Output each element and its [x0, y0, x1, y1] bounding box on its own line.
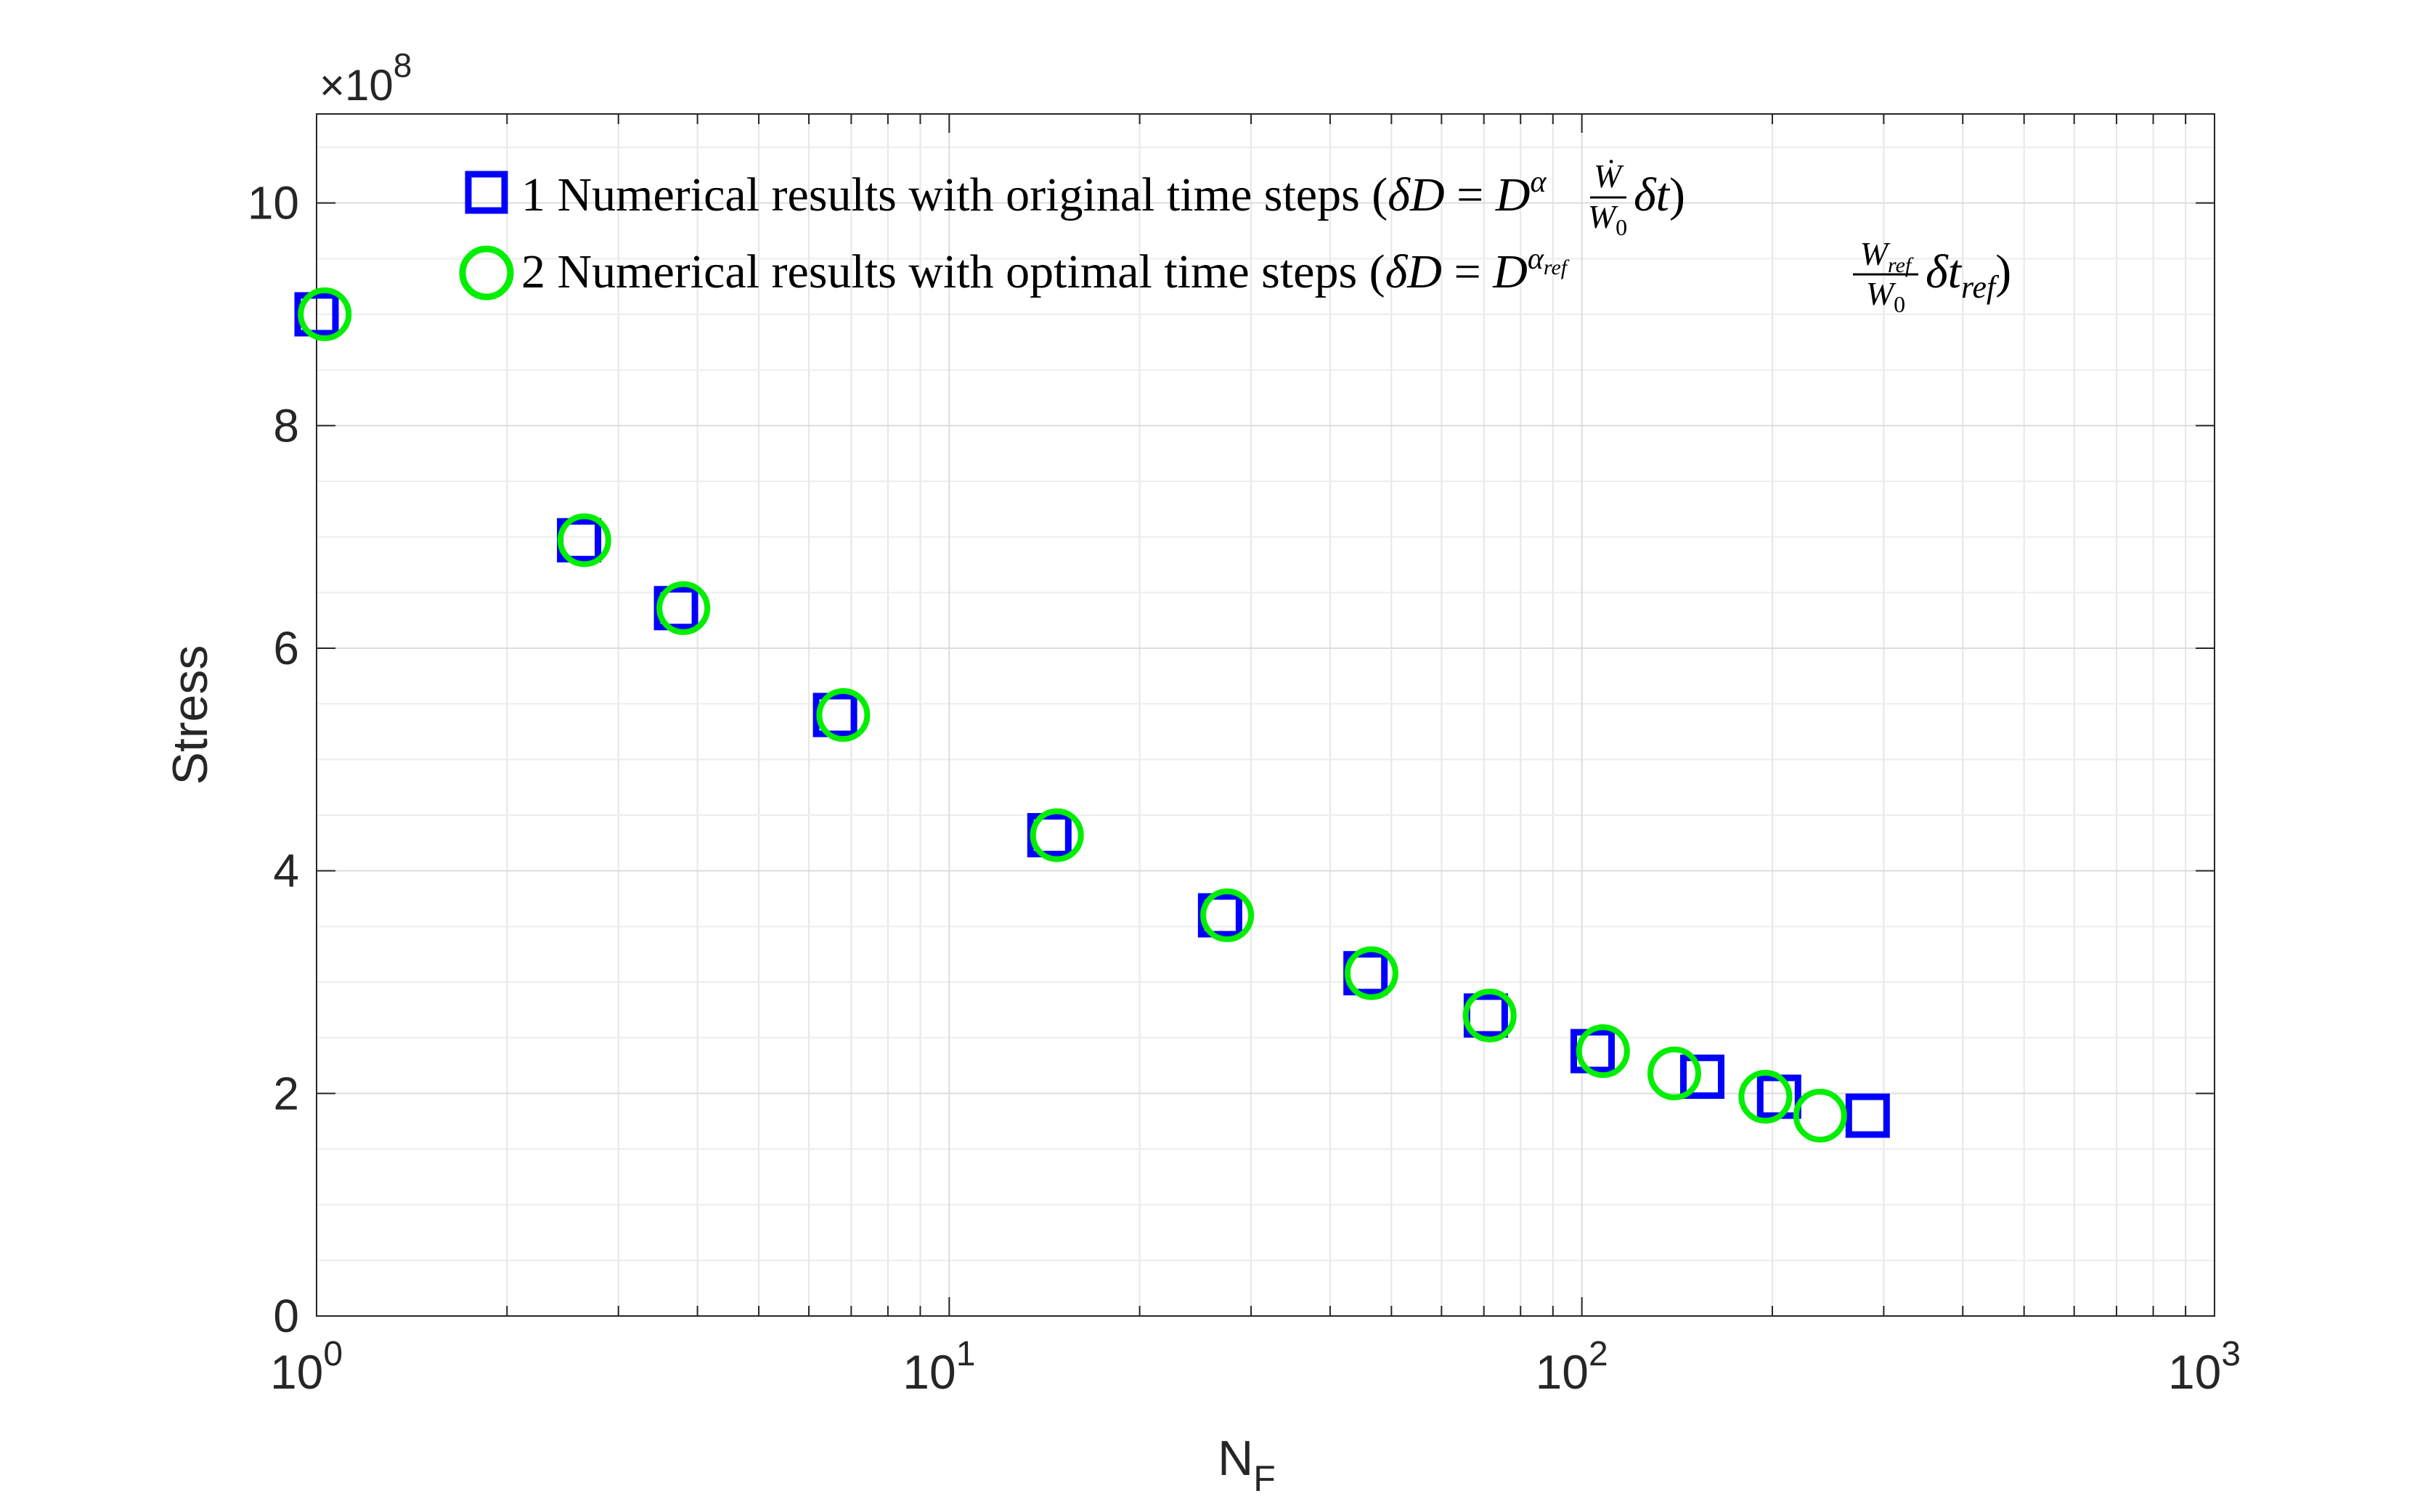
- axes-box: [316, 113, 2215, 1317]
- x-tick-label-base: 10: [2168, 1345, 2221, 1399]
- legend-2-tail: δtref): [1926, 245, 2011, 305]
- y-tick-label: 4: [273, 845, 299, 897]
- data-point-square: [812, 692, 857, 737]
- y-tick-label: 0: [273, 1290, 299, 1342]
- x-tick-label: 100: [270, 1335, 343, 1399]
- y-tick-label: 2: [273, 1067, 299, 1119]
- data-point-circle: [1200, 888, 1255, 942]
- y-exponent: ×108: [319, 46, 412, 110]
- legend: 1 Numerical results with original time s…: [459, 158, 2011, 317]
- data-point-circle: [1030, 808, 1084, 862]
- y-tick-label: 10: [248, 177, 299, 229]
- x-tick-label: 103: [2168, 1335, 2241, 1399]
- x-tick-label-base: 10: [903, 1345, 956, 1399]
- x-axis-title-main: N: [1218, 1431, 1253, 1486]
- x-tick-label: 102: [1536, 1335, 1608, 1399]
- data-point-circle: [1647, 1046, 1701, 1100]
- y-tick-label: 8: [273, 399, 299, 451]
- data-point-circle: [656, 581, 711, 635]
- data-point-circle: [298, 287, 352, 341]
- y-axis-title: Stress: [163, 645, 218, 785]
- legend-circle-marker: [459, 245, 514, 301]
- x-tick-label-power: 2: [1589, 1335, 1608, 1373]
- minor-grid: [317, 114, 2215, 1316]
- data-point-square: [294, 292, 339, 337]
- x-tick-label-base: 10: [1536, 1345, 1589, 1399]
- data-point-circle: [1344, 946, 1398, 1000]
- legend-item-1: 1 Numerical results with original time s…: [521, 165, 1547, 221]
- data-point-circle: [816, 688, 871, 742]
- x-tick-label-power: 1: [956, 1335, 976, 1373]
- legend-label-2: 2 Numerical results with optimal time st…: [521, 245, 1357, 298]
- legend-label-1: 1 Numerical results with original time s…: [521, 168, 1360, 221]
- data-point-square: [1845, 1093, 1890, 1138]
- data-point-circle: [1576, 1024, 1630, 1079]
- y-exponent-power: 8: [394, 46, 412, 84]
- x-axis-title-subscript: F: [1253, 1458, 1276, 1499]
- data-point-circle: [1738, 1069, 1793, 1124]
- data-point-square: [1680, 1054, 1725, 1099]
- x-tick-label-power: 0: [323, 1335, 343, 1373]
- y-exponent-base: 10: [345, 61, 394, 110]
- y-exponent-times: ×: [319, 61, 345, 110]
- legend-item-2: 2 Numerical results with optimal time st…: [521, 242, 1570, 298]
- y-tick-labels: 0 2 4 6 8 10: [248, 177, 299, 1342]
- legend-1-frac-num: Ẇ: [1594, 158, 1624, 195]
- x-tick-label-base: 10: [270, 1345, 323, 1399]
- x-tick-label: 101: [903, 1335, 975, 1399]
- legend-formula-1: (δD = Dα: [1372, 165, 1547, 221]
- data-point-circle: [557, 513, 611, 568]
- x-tick-labels: 100 101 102 103: [270, 1335, 2241, 1399]
- series-optimal-time-steps: [298, 287, 1847, 1143]
- legend-1-tail: δt): [1634, 168, 1685, 221]
- data-point-circle: [1462, 989, 1517, 1042]
- data-point-circle: [1793, 1089, 1847, 1143]
- x-tick-label-power: 3: [2221, 1335, 2241, 1373]
- y-tick-label: 6: [273, 622, 299, 674]
- legend-square-marker: [465, 171, 508, 214]
- x-axis-title: NF: [1218, 1431, 1276, 1499]
